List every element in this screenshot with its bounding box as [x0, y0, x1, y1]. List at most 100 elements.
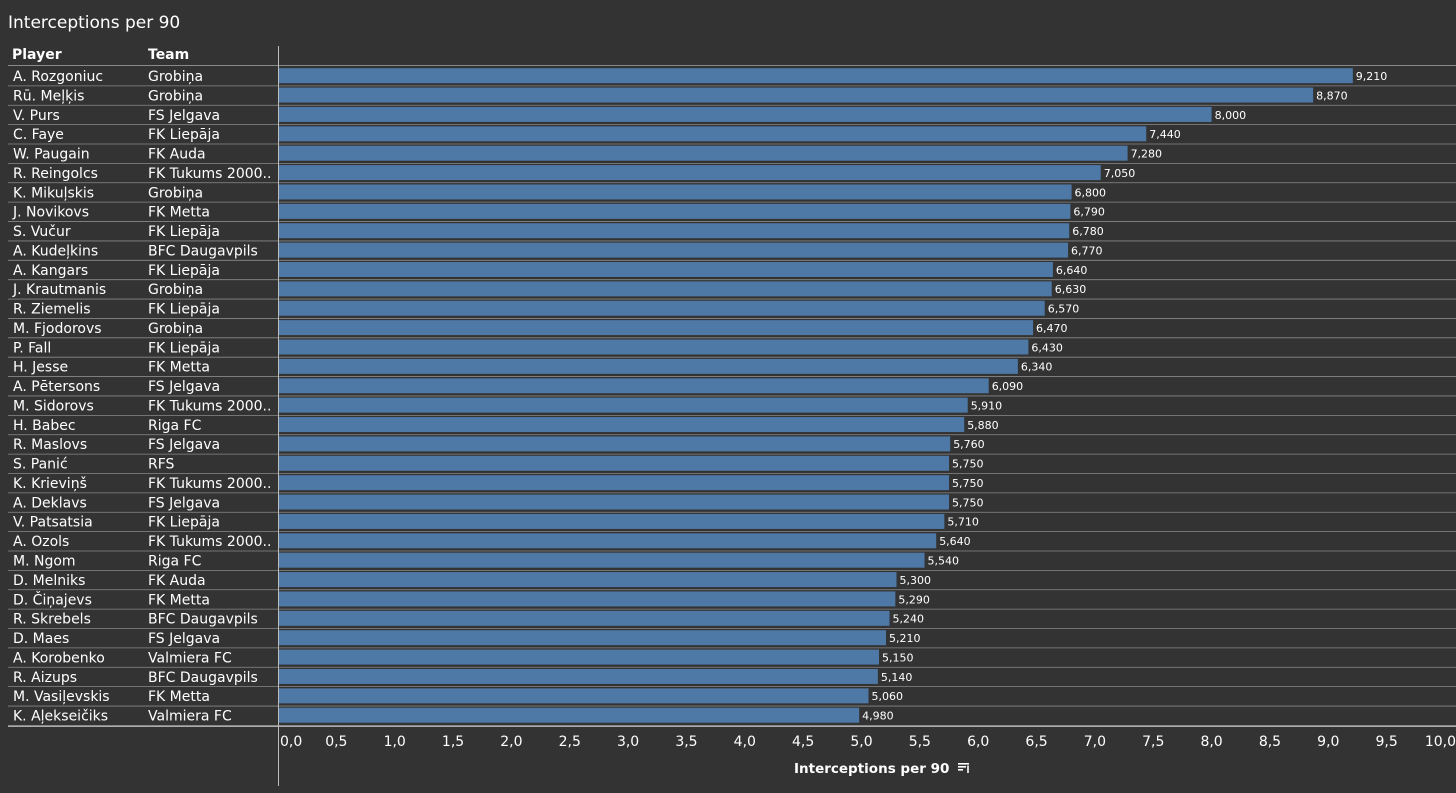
team-label[interactable]: FK Auda: [148, 147, 206, 163]
bar[interactable]: [278, 513, 945, 529]
bar[interactable]: [278, 630, 887, 646]
bar[interactable]: [278, 242, 1069, 258]
bar[interactable]: [278, 610, 890, 626]
team-label[interactable]: RFS: [148, 457, 175, 473]
player-label[interactable]: M. Vasiļevskis: [13, 689, 110, 705]
team-label[interactable]: Grobiņa: [148, 282, 203, 298]
bar[interactable]: [278, 262, 1053, 277]
bar[interactable]: [278, 320, 1034, 336]
team-label[interactable]: FK Liepāja: [148, 340, 220, 356]
x-axis-title[interactable]: Interceptions per 90: [794, 761, 970, 777]
player-label[interactable]: A. Deklavs: [13, 495, 87, 511]
player-label[interactable]: A. Ozols: [13, 534, 69, 550]
bar[interactable]: [278, 455, 950, 471]
team-label[interactable]: FK Liepāja: [148, 224, 220, 240]
player-label[interactable]: R. Skrebels: [13, 612, 91, 628]
player-label[interactable]: Rū. Meļķis: [13, 88, 84, 104]
team-label[interactable]: Grobiņa: [148, 69, 203, 85]
bar[interactable]: [278, 87, 1314, 103]
player-label[interactable]: M. Ngom: [13, 554, 76, 570]
team-label[interactable]: FK Liepāja: [148, 515, 220, 531]
player-label[interactable]: A. Pētersons: [13, 379, 100, 395]
team-label[interactable]: Valmiera FC: [148, 650, 232, 666]
player-label[interactable]: R. Reingolcs: [13, 166, 98, 182]
bar[interactable]: [278, 649, 880, 665]
team-label[interactable]: FS Jelgava: [148, 631, 220, 647]
player-label[interactable]: H. Babec: [13, 418, 76, 434]
team-label[interactable]: BFC Daugavpils: [148, 612, 258, 628]
player-label[interactable]: C. Faye: [13, 127, 64, 143]
bar[interactable]: [278, 126, 1147, 142]
bar[interactable]: [278, 281, 1052, 297]
player-column-header[interactable]: Player: [12, 47, 62, 63]
team-label[interactable]: FS Jelgava: [148, 379, 220, 395]
bar[interactable]: [278, 184, 1072, 200]
bar[interactable]: [278, 378, 989, 394]
team-label[interactable]: Grobiņa: [148, 321, 203, 337]
player-label[interactable]: K. Krieviņš: [13, 476, 87, 492]
bar[interactable]: [278, 203, 1071, 219]
player-label[interactable]: J. Novikovs: [12, 205, 89, 221]
player-label[interactable]: R. Aizups: [13, 670, 77, 686]
team-label[interactable]: FK Metta: [148, 689, 210, 705]
team-label[interactable]: BFC Daugavpils: [148, 243, 258, 259]
sort-descending-icon[interactable]: [958, 761, 970, 777]
team-label[interactable]: Valmiera FC: [148, 709, 232, 725]
bar[interactable]: [278, 436, 951, 452]
player-label[interactable]: R. Maslovs: [13, 437, 87, 453]
player-label[interactable]: A. Kudeļkins: [13, 243, 98, 259]
team-label[interactable]: FK Metta: [148, 360, 210, 376]
team-label[interactable]: FK Tukums 2000..: [148, 398, 271, 414]
team-label[interactable]: Riga FC: [148, 418, 202, 434]
bar[interactable]: [278, 397, 968, 413]
bar[interactable]: [278, 533, 937, 549]
team-label[interactable]: FK Liepāja: [148, 263, 220, 279]
team-label[interactable]: FK Metta: [148, 592, 210, 608]
player-label[interactable]: A. Korobenko: [13, 650, 105, 666]
player-label[interactable]: V. Purs: [13, 108, 60, 124]
team-label[interactable]: Riga FC: [148, 554, 202, 570]
player-label[interactable]: A. Rozgoniuc: [13, 69, 103, 85]
player-label[interactable]: J. Krautmanis: [12, 282, 106, 298]
bar[interactable]: [278, 572, 897, 588]
bar[interactable]: [278, 688, 869, 704]
team-label[interactable]: FK Auda: [148, 573, 206, 589]
team-label[interactable]: FK Liepāja: [148, 127, 220, 143]
team-label[interactable]: FS Jelgava: [148, 437, 220, 453]
player-label[interactable]: D. Melniks: [13, 573, 85, 589]
team-label[interactable]: FK Tukums 2000..: [148, 476, 271, 492]
team-label[interactable]: FK Metta: [148, 205, 210, 221]
team-label[interactable]: FS Jelgava: [148, 495, 220, 511]
player-label[interactable]: D. Maes: [13, 631, 69, 647]
team-label[interactable]: Grobiņa: [148, 88, 203, 104]
bar[interactable]: [278, 165, 1101, 181]
team-label[interactable]: BFC Daugavpils: [148, 670, 258, 686]
team-label[interactable]: FS Jelgava: [148, 108, 220, 124]
bar[interactable]: [278, 707, 860, 723]
bar[interactable]: [278, 358, 1018, 374]
bar[interactable]: [278, 300, 1045, 316]
player-label[interactable]: S. Panić: [13, 457, 68, 473]
player-label[interactable]: S. Vučur: [13, 224, 71, 240]
team-label[interactable]: FK Liepāja: [148, 302, 220, 318]
bar[interactable]: [278, 223, 1070, 239]
bar[interactable]: [278, 552, 925, 568]
player-label[interactable]: P. Fall: [13, 340, 51, 356]
bar[interactable]: [278, 417, 965, 433]
team-label[interactable]: Grobiņa: [148, 185, 203, 201]
bar[interactable]: [278, 494, 950, 510]
team-label[interactable]: FK Tukums 2000..: [148, 166, 271, 182]
bar[interactable]: [278, 591, 896, 607]
bar[interactable]: [278, 339, 1029, 355]
player-label[interactable]: W. Paugain: [13, 147, 90, 163]
bar[interactable]: [278, 68, 1353, 84]
player-label[interactable]: H. Jesse: [13, 360, 68, 376]
player-label[interactable]: K. Mikuļskis: [13, 185, 94, 201]
bar[interactable]: [278, 106, 1212, 122]
team-label[interactable]: FK Tukums 2000..: [148, 534, 271, 550]
player-label[interactable]: K. Aļekseičiks: [13, 709, 108, 725]
team-column-header[interactable]: Team: [148, 47, 190, 63]
player-label[interactable]: A. Kangars: [13, 263, 88, 279]
player-label[interactable]: D. Čiņajevs: [13, 590, 92, 608]
player-label[interactable]: R. Ziemelis: [13, 302, 91, 318]
